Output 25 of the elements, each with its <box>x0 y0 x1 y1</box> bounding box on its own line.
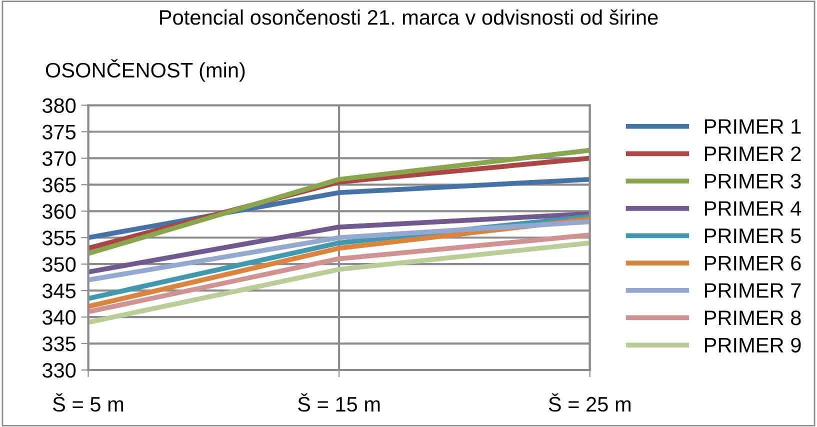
y-tick-label: 350 <box>42 257 76 272</box>
x-tick-label: Š = 15 m <box>298 393 380 412</box>
y-tick-label: 375 <box>42 124 76 140</box>
legend-label: PRIMER 4 <box>705 201 802 216</box>
legend-label: PRIMER 1 <box>705 119 801 134</box>
chart-title: Potencial osončenosti 21. marca v odvisnosti od širine <box>160 9 658 25</box>
y-tick-label: 370 <box>42 151 76 166</box>
y-tick-label: 365 <box>42 178 76 192</box>
y-axis-title: OSONČENOST (min) <box>46 59 245 82</box>
legend-label: PRIMER 6 <box>705 256 801 271</box>
y-tick-label: 330 <box>42 362 76 378</box>
x-tick-label: Š = 25 m <box>548 393 630 412</box>
y-tick-label: 335 <box>42 336 76 352</box>
legend-label: PRIMER 2 <box>705 146 801 161</box>
legend-label: PRIMER 8 <box>705 310 801 326</box>
y-tick-label: 345 <box>42 284 76 298</box>
y-tick-label: 355 <box>42 230 76 246</box>
y-tick-label: 360 <box>42 204 76 219</box>
y-tick-label: 340 <box>42 310 76 325</box>
legend-label: PRIMER 5 <box>705 228 801 244</box>
legend-label: PRIMER 3 <box>705 174 801 189</box>
y-tick-label: 380 <box>42 98 76 114</box>
x-tick-label: Š = 5 m <box>53 393 124 412</box>
legend-label: PRIMER 9 <box>705 338 801 353</box>
legend-label: PRIMER 7 <box>705 283 801 298</box>
